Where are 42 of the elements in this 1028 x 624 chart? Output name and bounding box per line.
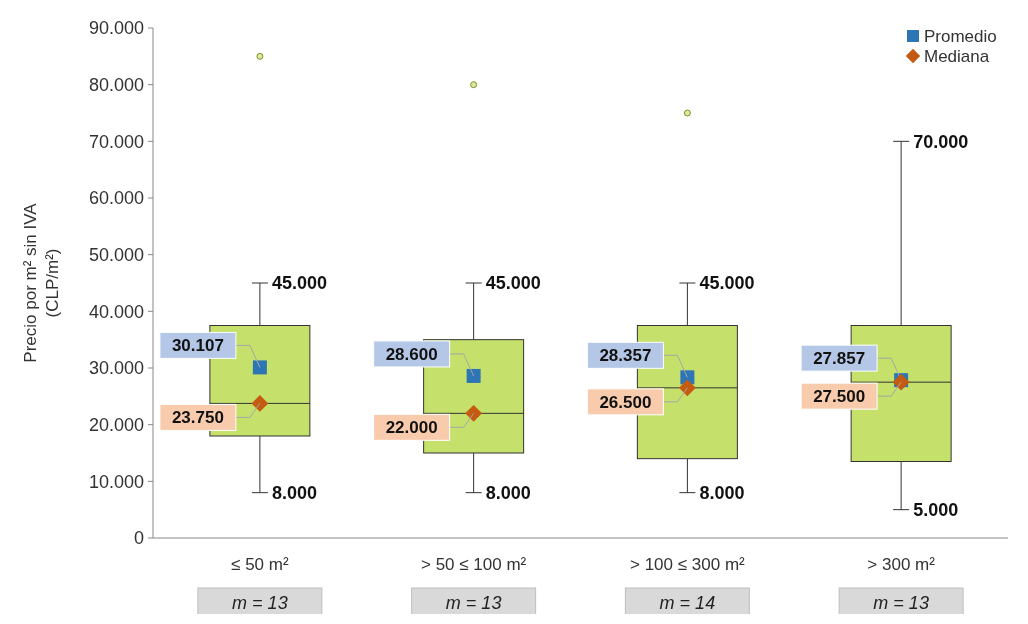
annotation: 45.000 [271, 273, 327, 294]
x-tick-label: > 300 m² [867, 555, 936, 574]
y-axis-title: Precio por m² sin IVA (CLP/m²) [21, 202, 62, 363]
data-label: 26.500 [599, 392, 652, 412]
point [678, 379, 696, 397]
annotation: 8.000 [485, 482, 531, 503]
point [252, 360, 267, 375]
data-label: 22.000 [385, 418, 438, 438]
x-tick-label: > 50 ≤ 100 m² [421, 555, 527, 574]
legend-label: Promedio [924, 26, 997, 46]
y-tick-label: 10.000 [88, 471, 144, 492]
data-label: 27.857 [813, 349, 866, 369]
y-tick-label: 0 [133, 528, 144, 549]
y-tick-label: 50.000 [88, 244, 144, 265]
y-tick-label: 30.000 [88, 358, 144, 379]
annotation: 5.000 [913, 499, 959, 520]
annotation: 8.000 [699, 482, 745, 503]
annotation: 8.000 [271, 482, 317, 503]
y-tick-label: 70.000 [88, 131, 144, 152]
y-tick-label: 20.000 [88, 414, 144, 435]
legend-label: Mediana [924, 46, 990, 66]
point [465, 404, 483, 422]
x-tick-label: ≤ 50 m² [231, 555, 289, 574]
text: m = 14 [659, 593, 716, 613]
annotation: 45.000 [485, 273, 541, 294]
point [251, 395, 269, 412]
data-label: 30.107 [171, 336, 224, 356]
annotation: 45.000 [699, 273, 755, 294]
y-tick-label: 40.000 [88, 301, 144, 322]
y-tick-label: 60.000 [88, 188, 144, 209]
y-tick-label: 90.000 [88, 18, 144, 39]
annotation: 70.000 [913, 131, 969, 152]
data-label: 28.600 [385, 344, 438, 364]
point [466, 368, 481, 383]
y-tick-label: 80.000 [88, 74, 144, 95]
text: m = 13 [232, 593, 288, 613]
data-label: 28.357 [599, 346, 652, 366]
text: m = 13 [873, 593, 929, 613]
x-tick-label: > 100 ≤ 300 m² [630, 555, 746, 574]
text: m = 13 [445, 593, 502, 613]
data-label: 23.750 [171, 408, 224, 428]
data-label: 27.500 [813, 387, 866, 407]
